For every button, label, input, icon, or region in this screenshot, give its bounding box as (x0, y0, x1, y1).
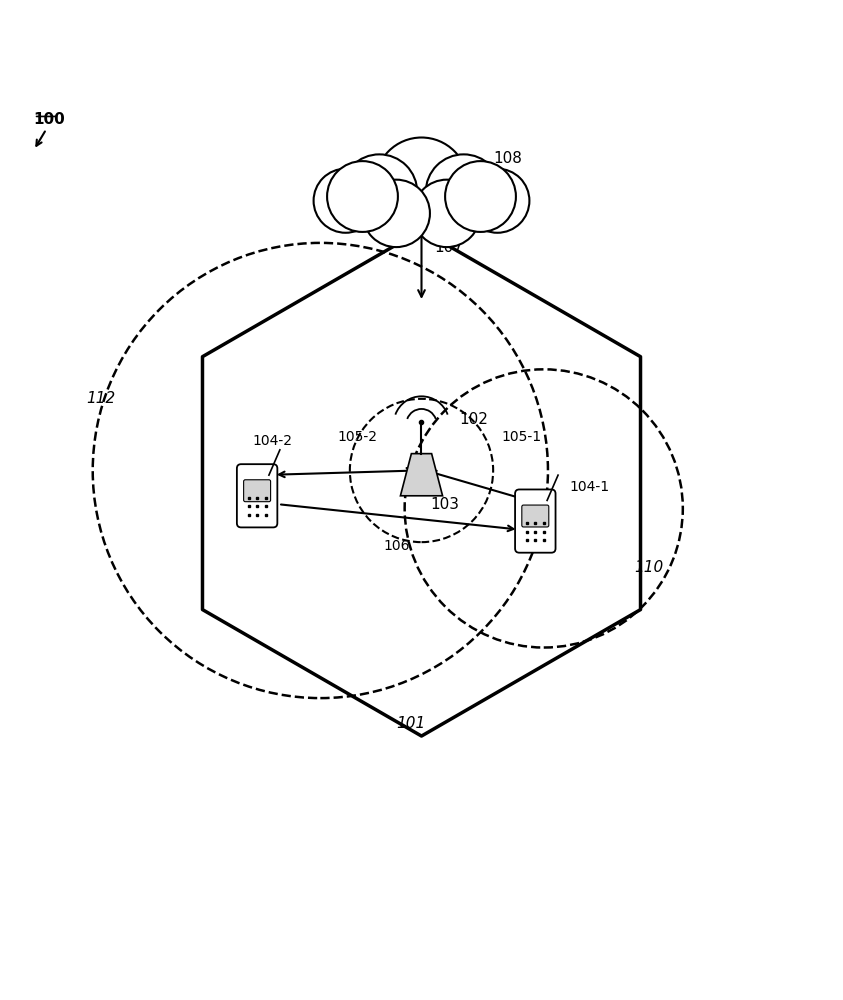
Circle shape (362, 180, 430, 247)
Text: 104-1: 104-1 (569, 480, 609, 494)
Circle shape (314, 169, 378, 233)
Text: 106: 106 (384, 539, 410, 553)
Text: 100: 100 (34, 112, 66, 127)
Circle shape (341, 154, 417, 230)
Text: 103: 103 (430, 497, 459, 512)
Circle shape (413, 180, 481, 247)
Text: 108: 108 (493, 151, 522, 166)
FancyBboxPatch shape (515, 489, 556, 553)
Circle shape (465, 169, 529, 233)
Circle shape (327, 161, 398, 232)
FancyBboxPatch shape (522, 505, 549, 527)
Circle shape (426, 154, 502, 230)
Text: 107: 107 (434, 240, 463, 255)
FancyBboxPatch shape (237, 464, 277, 527)
Polygon shape (400, 454, 443, 496)
Circle shape (375, 138, 468, 230)
FancyBboxPatch shape (244, 480, 271, 502)
Text: 105-2: 105-2 (337, 430, 377, 444)
Text: 102: 102 (459, 412, 488, 427)
Text: 105-1: 105-1 (502, 430, 542, 444)
Text: 101: 101 (396, 716, 426, 731)
Text: 104-2: 104-2 (253, 434, 293, 448)
Circle shape (445, 161, 516, 232)
Text: 110: 110 (635, 560, 663, 575)
Text: 112: 112 (87, 391, 115, 406)
